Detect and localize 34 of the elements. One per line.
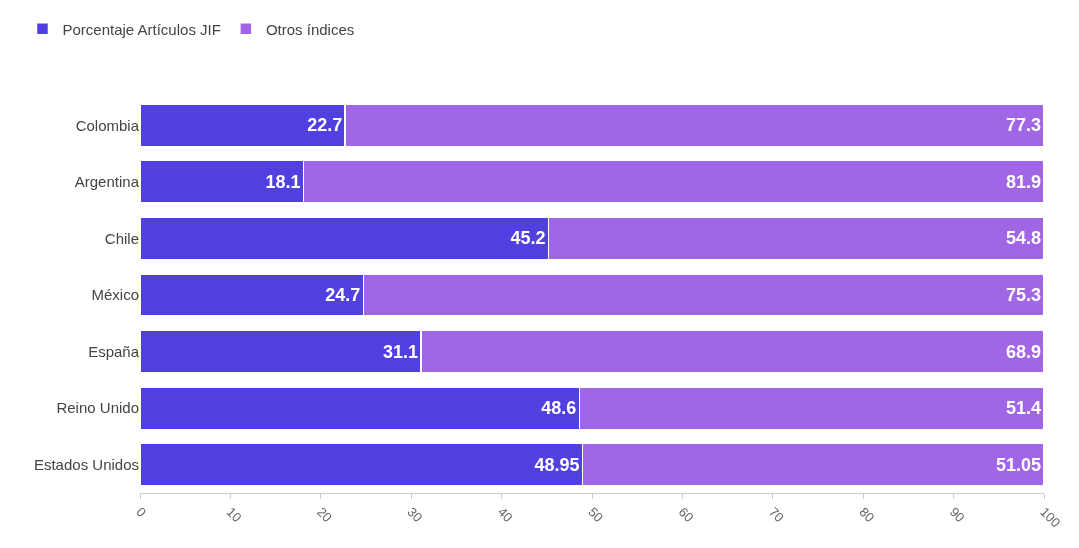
y-tick-label: Estados Unidos	[33, 455, 139, 473]
data-label: 51.05	[995, 454, 1041, 475]
data-label: 48.6	[541, 398, 577, 419]
x-tick-label: 80	[856, 504, 878, 526]
data-label: 81.9	[1005, 171, 1041, 192]
data-label: 22.7	[307, 115, 343, 136]
y-tick-label: Reino Unido	[56, 399, 139, 417]
data-label: 51.4	[1005, 398, 1041, 419]
x-tick-label: 70	[766, 504, 787, 526]
x-tick-label: 60	[675, 504, 697, 526]
x-tick-label: 20	[314, 504, 335, 526]
data-label: 18.1	[265, 171, 301, 192]
y-tick-label: España	[88, 342, 140, 360]
legend-label: Otros índices	[265, 20, 355, 38]
y-tick-label: Chile	[104, 229, 139, 247]
data-label: 45.2	[510, 228, 546, 249]
y-tick-label: Colombia	[75, 116, 140, 134]
data-label: 77.3	[1005, 115, 1041, 136]
x-tick-label: 100	[1037, 504, 1064, 531]
data-label: 75.3	[1005, 285, 1041, 305]
y-tick-label: México	[91, 286, 139, 304]
data-label: 68.9	[1005, 341, 1041, 362]
data-label: 48.95	[534, 454, 580, 475]
x-tick-label: 30	[404, 504, 426, 526]
x-tick-label: 0	[133, 504, 149, 520]
data-label: 54.8	[1005, 228, 1041, 249]
legend-label: Porcentaje Artículos JIF	[62, 20, 221, 38]
x-tick-label: 90	[946, 504, 968, 526]
data-label: 31.1	[383, 341, 419, 362]
y-tick-label: Argentina	[74, 173, 140, 191]
x-tick-label: 40	[494, 504, 516, 526]
data-label: 24.7	[325, 285, 361, 305]
x-tick-label: 50	[585, 504, 607, 526]
x-tick-label: 10	[223, 504, 245, 526]
